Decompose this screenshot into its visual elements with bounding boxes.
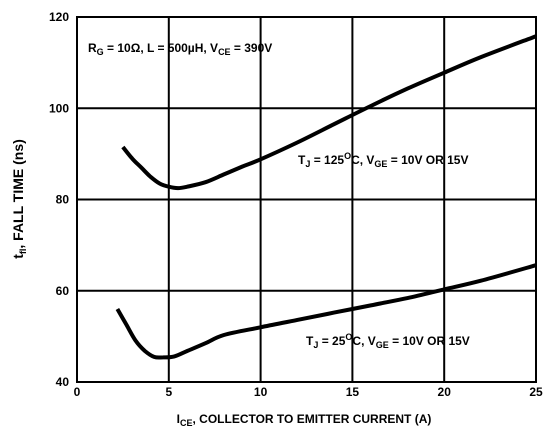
y-tick-label: 60 [56, 284, 70, 298]
x-axis-label: ICE, COLLECTOR TO EMITTER CURRENT (A) [177, 412, 432, 428]
y-tick-label: 80 [56, 193, 70, 207]
y-tick-label: 100 [49, 101, 69, 115]
x-tick-label: 20 [438, 385, 452, 399]
conditions-annotation: RG = 10Ω, L = 500µH, VCE = 390V [88, 41, 272, 57]
x-axis-label-sub: CE [180, 418, 193, 428]
y-axis-label: tfI, FALL TIME (ns) [10, 139, 28, 259]
y-tick-label: 120 [49, 10, 69, 24]
x-tick-label: 25 [529, 385, 543, 399]
y-axis-label-rest: , FALL TIME (ns) [10, 139, 26, 248]
y-axis-label-main: t [10, 254, 26, 259]
grid [77, 17, 536, 382]
rg-symbol: R [88, 41, 97, 55]
x-tick-label: 15 [346, 385, 360, 399]
series-label-25c: TJ = 25OC, VGE = 10V OR 15V [306, 332, 470, 350]
x-tick-label: 5 [165, 385, 172, 399]
curve-tj-25c [115, 263, 537, 360]
plot-frame [76, 16, 537, 383]
curve-tj-125c [121, 34, 537, 191]
series-group [115, 34, 537, 360]
y-tick-labels: 40 60 80 100 120 [49, 10, 69, 389]
rg-sub: G [97, 47, 104, 57]
x-tick-labels: 0 5 10 15 20 25 [74, 385, 543, 399]
y-axis-label-sub: fI [18, 249, 28, 255]
y-tick-label: 40 [56, 375, 70, 389]
x-tick-label: 10 [254, 385, 268, 399]
series-label-125c: TJ = 125OC, VGE = 10V OR 15V [298, 151, 468, 169]
vce-sub: CE [218, 47, 231, 57]
x-tick-label: 0 [74, 385, 81, 399]
x-axis-label-rest: , COLLECTOR TO EMITTER CURRENT (A) [192, 412, 431, 426]
vce-rest: = 390V [231, 41, 273, 55]
x-axis-label-main: I [177, 412, 180, 426]
rg-rest: = 10Ω, L = 500µH, V [104, 41, 218, 55]
